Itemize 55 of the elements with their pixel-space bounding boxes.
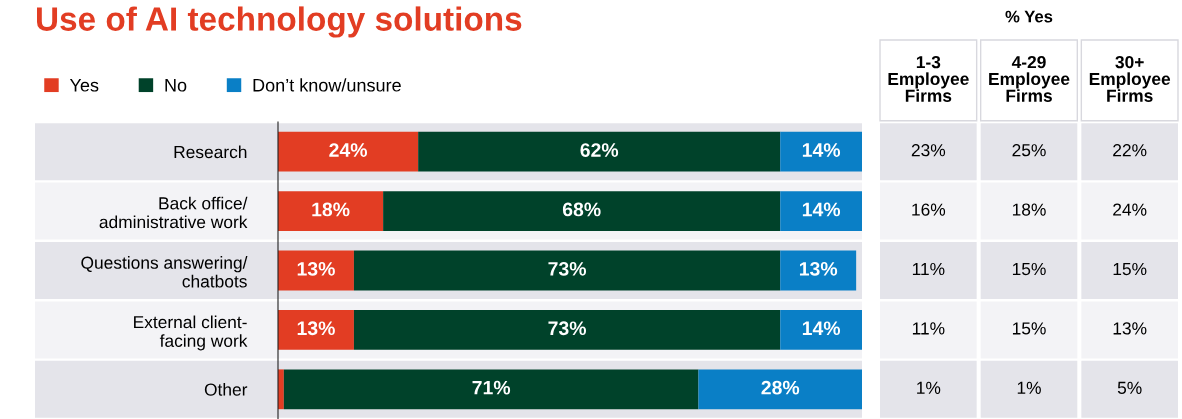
text: 15% [1012, 322, 1046, 335]
bar [353, 310, 781, 350]
bar [698, 369, 862, 410]
data-label: 13% [297, 321, 335, 336]
text: 16% [912, 203, 946, 216]
y-tick-label: External client- facing work [134, 315, 248, 351]
text: 22% [1113, 144, 1147, 157]
text: 24% [1113, 203, 1147, 216]
data-label: 13% [799, 261, 838, 276]
bar [278, 131, 419, 172]
legend-label: No [165, 79, 187, 92]
data-label: 18% [312, 202, 350, 217]
bar [283, 369, 699, 410]
bar [278, 310, 354, 350]
data-label: 14% [802, 143, 841, 157]
bar [383, 191, 781, 231]
y-tick-label: Other [204, 383, 248, 396]
bar [278, 191, 384, 231]
text: 11% [912, 322, 945, 335]
bar [780, 191, 862, 231]
chart-title: Use of AI technology solutions [37, 6, 522, 38]
legend-label: Yes [69, 79, 99, 92]
data-label: 28% [761, 380, 800, 395]
y-tick-label: Back office/ administrative work [99, 196, 248, 229]
text: 18% [1012, 203, 1046, 216]
legend-label: Don’t know/unsure [253, 78, 401, 92]
text: 11% [912, 262, 945, 276]
category-label: 1-3 Employee Firms [888, 55, 969, 102]
y-tick-label: Research [174, 145, 247, 159]
data-label: 62% [580, 143, 619, 157]
text: 25% [1012, 144, 1046, 157]
category-label: 4-29 Employee Firms [989, 55, 1070, 102]
data-label: 68% [562, 202, 601, 217]
text: 13% [1113, 322, 1147, 335]
data-label: 14% [802, 321, 841, 336]
bar [780, 250, 857, 291]
text: 23% [911, 144, 946, 157]
text: 15% [1012, 262, 1046, 276]
data-label: 73% [548, 321, 587, 336]
category-label: 30+ Employee Firms [1089, 55, 1171, 102]
data-label: 24% [329, 143, 368, 157]
data-label: 14% [802, 202, 841, 217]
data-label: 13% [297, 261, 335, 276]
bar [353, 250, 781, 291]
text: % Yes [1005, 10, 1053, 23]
bar [418, 131, 781, 172]
data-label: 73% [548, 261, 587, 276]
data-label: 71% [472, 380, 511, 395]
text: 5% [1117, 381, 1142, 394]
text: 1% [1017, 381, 1041, 394]
y-tick-label: Questions answering/ chatbots [81, 256, 248, 288]
bar [780, 131, 862, 172]
text: 1% [917, 381, 941, 394]
text: 15% [1113, 262, 1147, 276]
bar [780, 310, 862, 350]
